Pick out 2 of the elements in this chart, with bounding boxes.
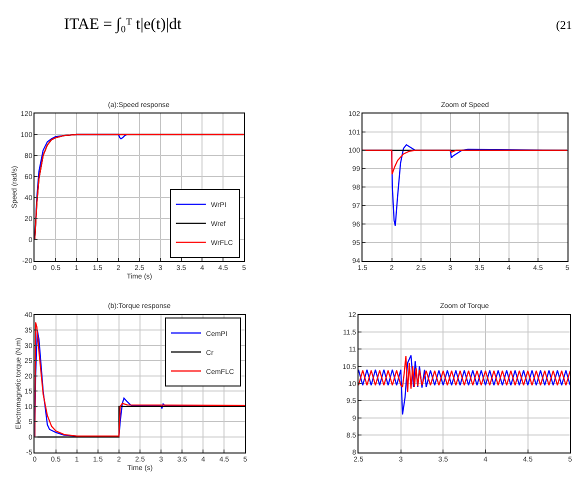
text: (21 [556,18,572,32]
text: ITAE = ∫₀ᵀ t|e(t)|dt [64,16,182,34]
